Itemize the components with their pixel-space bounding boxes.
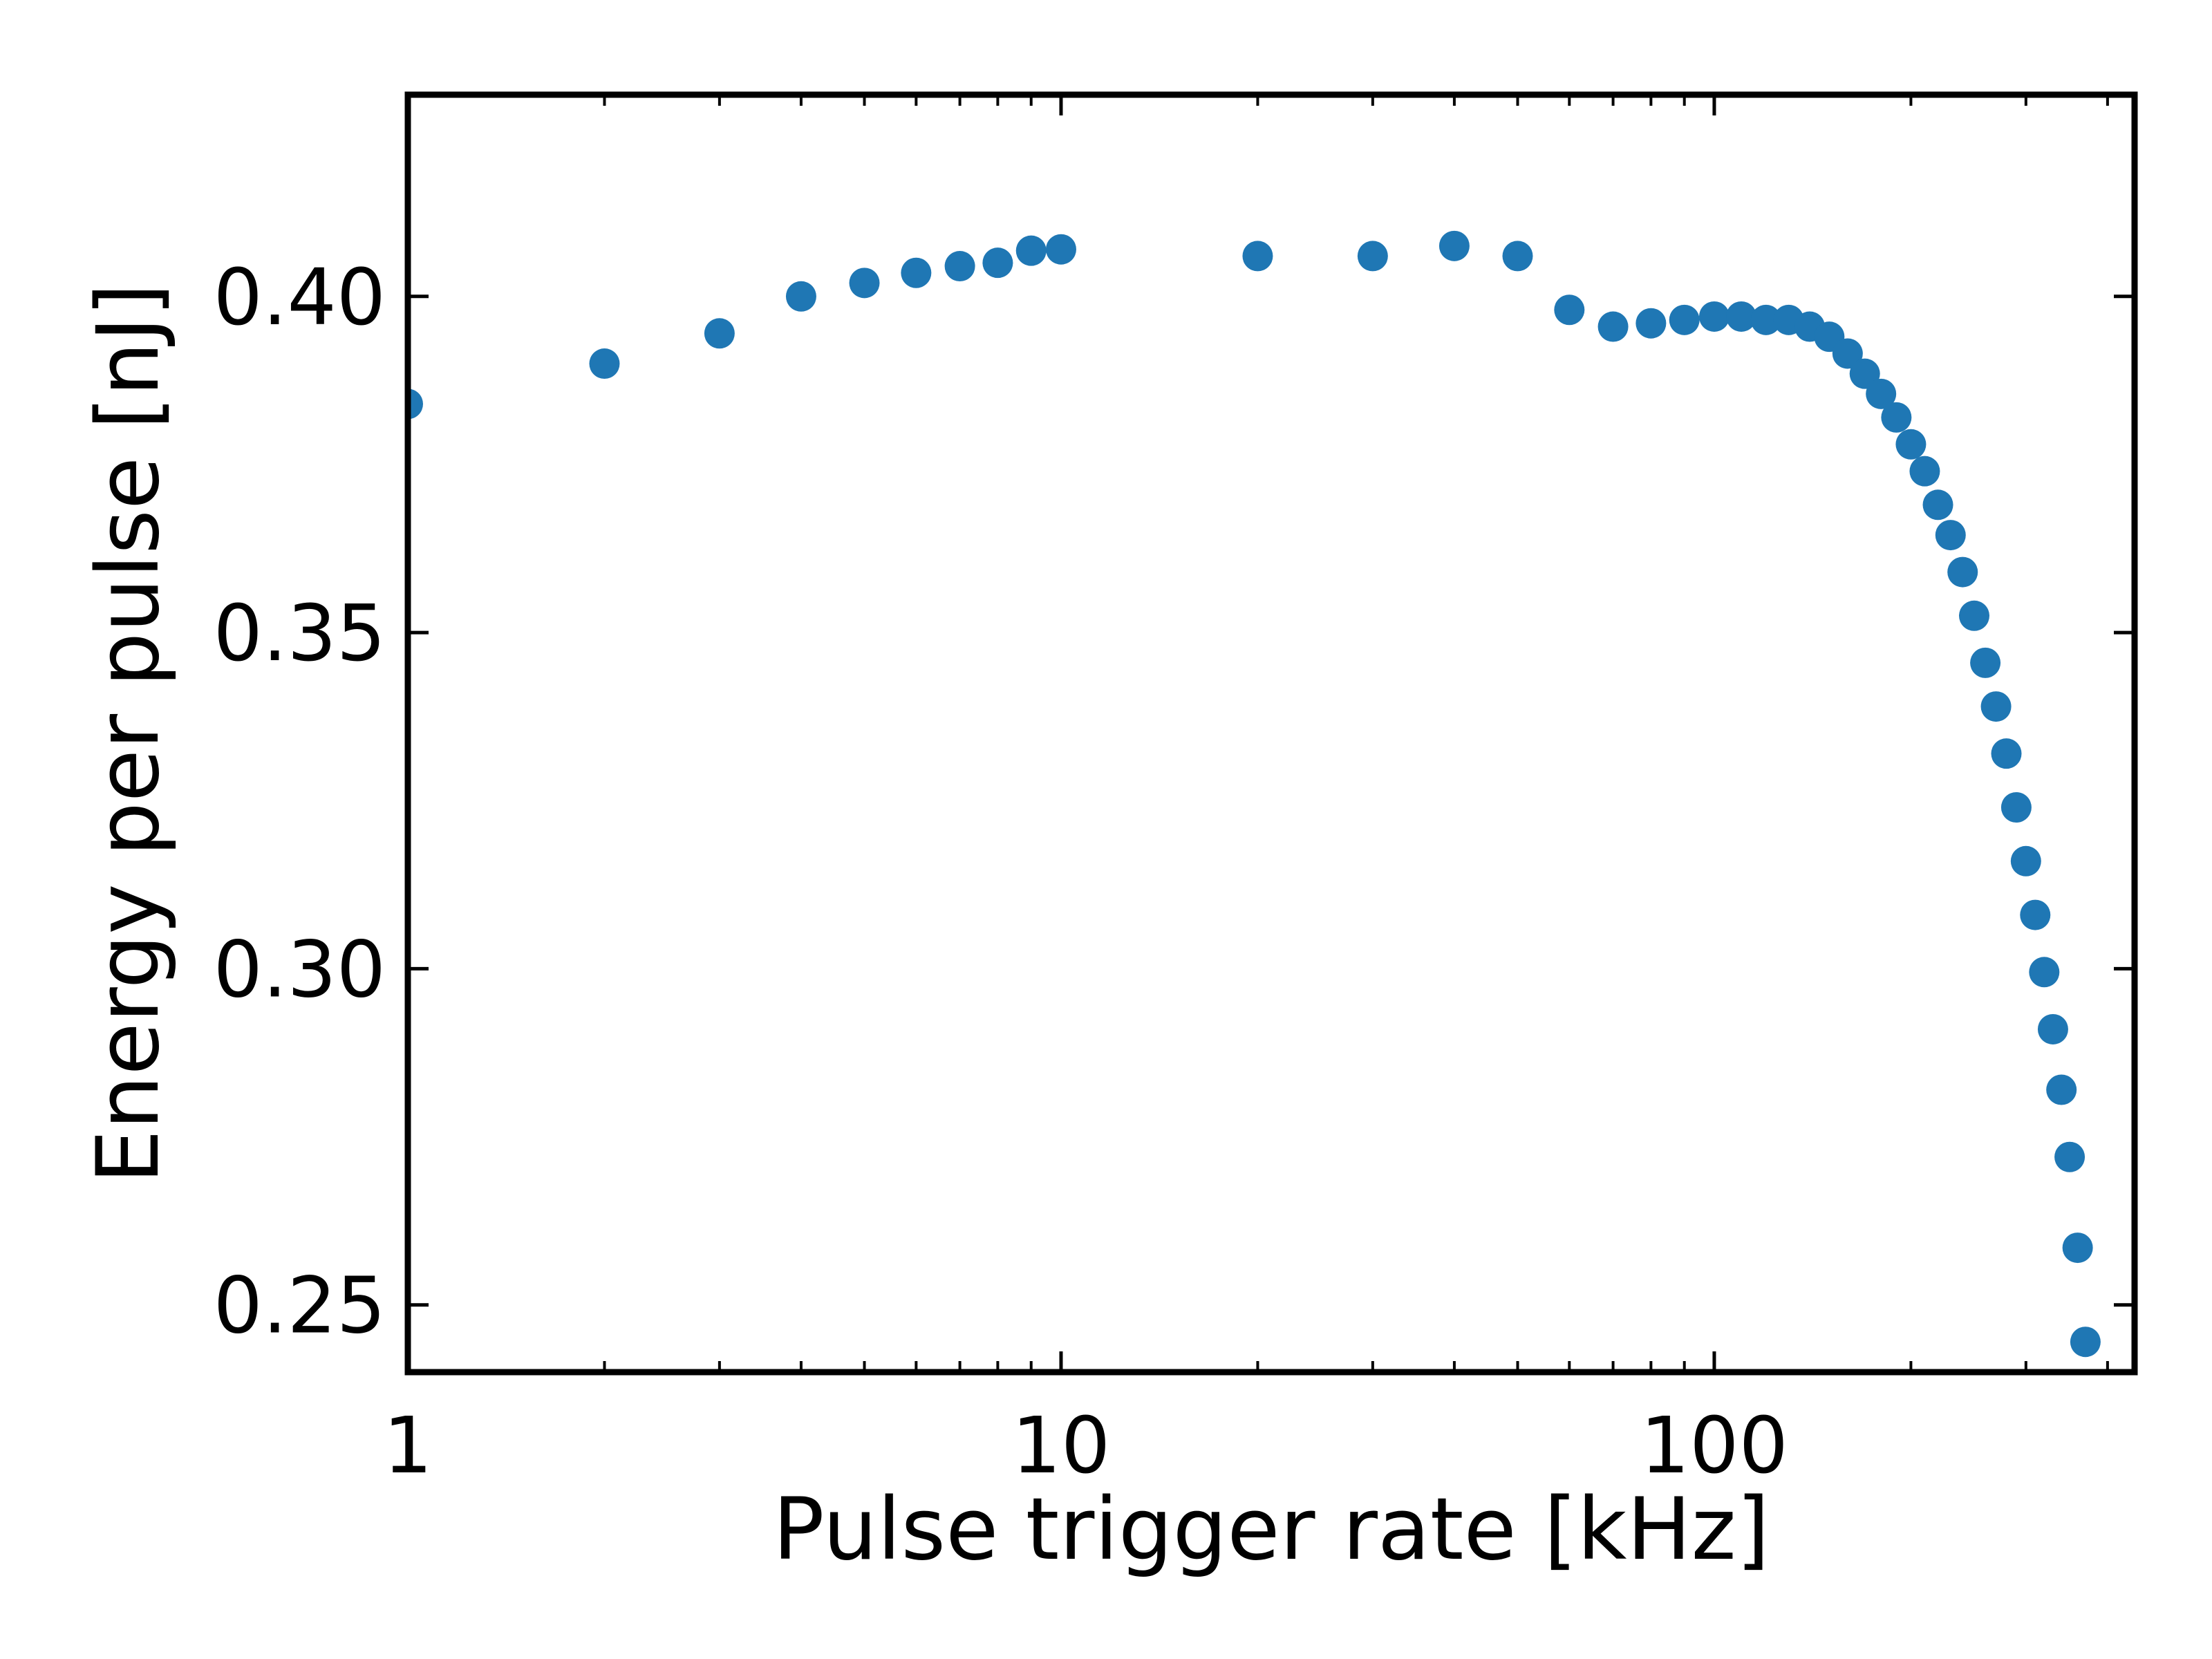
data-point: [1958, 600, 1989, 631]
tick-labels: 1 10 100 0.25 0.30 0.35 0.40: [214, 253, 1788, 1491]
data-point: [1750, 304, 1781, 335]
data-point: [1669, 304, 1700, 335]
data-point: [1438, 230, 1470, 261]
data-point: [1357, 241, 1388, 272]
y-tick-label: 0.35: [214, 589, 386, 679]
data-point: [1242, 241, 1273, 272]
data-point: [2020, 899, 2051, 930]
y-tick-label: 0.25: [214, 1262, 386, 1351]
plot-frame: [404, 91, 2138, 1376]
data-point: [1635, 308, 1667, 339]
data-point: [1597, 311, 1629, 342]
data-point: [2046, 1074, 2077, 1105]
data-point: [901, 257, 932, 288]
data-point: [849, 268, 880, 299]
data-point: [785, 281, 816, 312]
data-point: [589, 348, 620, 379]
data-point: [1832, 338, 1863, 369]
data-point: [982, 247, 1013, 279]
data-point: [2010, 845, 2041, 877]
data-point: [1922, 489, 1953, 521]
data-point: [1991, 738, 2022, 769]
data-point: [1935, 520, 1966, 551]
y-axis-label: Energy per pulse [nJ]: [79, 283, 178, 1184]
data-point: [1881, 402, 1912, 433]
data-point: [1554, 294, 1585, 326]
y-tick-label: 0.40: [214, 253, 386, 343]
data-point: [1895, 429, 1927, 460]
data-point: [1970, 647, 2001, 678]
data-point: [704, 318, 735, 349]
data-point: [2029, 957, 2060, 988]
data-point: [408, 388, 423, 420]
data-point: [2054, 1141, 2086, 1172]
data-point: [1045, 234, 1076, 265]
data-point: [1698, 301, 1730, 332]
data-point: [1980, 691, 2012, 722]
data-point: [2070, 1327, 2101, 1358]
data-points: [408, 230, 2101, 1358]
data-point: [2000, 791, 2032, 823]
data-point: [944, 251, 975, 282]
x-tick-label: 1: [383, 1401, 432, 1491]
data-point: [1502, 241, 1533, 272]
x-axis-label: Pulse trigger rate [kHz]: [773, 1480, 1770, 1580]
data-point: [1866, 378, 1897, 409]
data-point: [2062, 1232, 2093, 1264]
data-point: [1726, 301, 1757, 332]
data-point: [1947, 556, 1978, 588]
x-tick-label: 100: [1640, 1401, 1788, 1491]
data-point: [1849, 358, 1880, 389]
x-tick-label: 10: [1012, 1401, 1111, 1491]
y-tick-label: 0.30: [214, 925, 386, 1015]
data-point: [1909, 456, 1940, 487]
data-point: [2037, 1013, 2068, 1044]
data-point: [1015, 235, 1047, 266]
